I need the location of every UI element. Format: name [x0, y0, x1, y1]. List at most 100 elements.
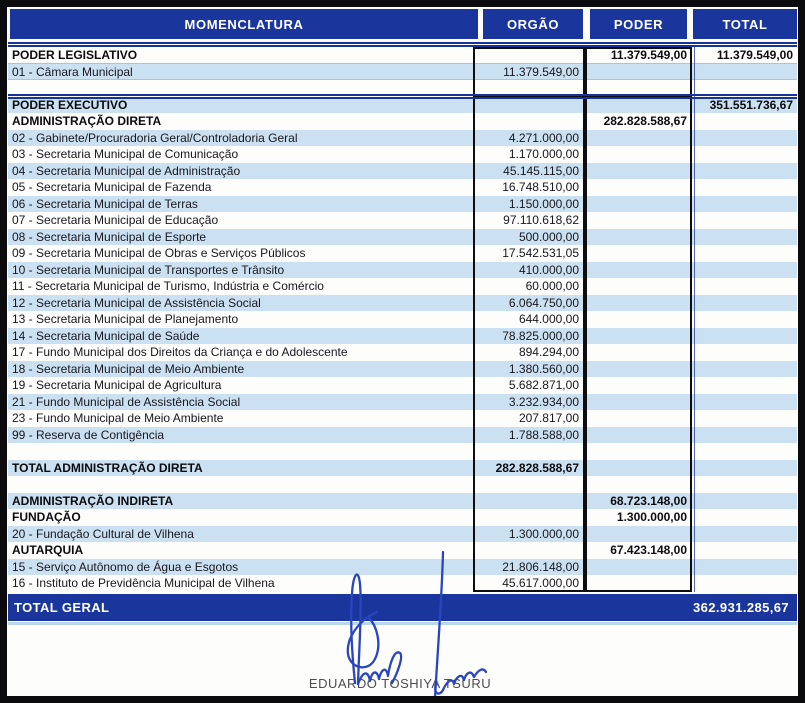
cell-poder — [585, 427, 692, 444]
cell-poder — [585, 559, 692, 576]
row-label: 03 - Secretaria Municipal de Comunicação — [12, 147, 239, 161]
cell-poder — [585, 361, 692, 378]
cell-total — [692, 542, 797, 559]
row-label: 09 - Secretaria Municipal de Obras e Ser… — [12, 246, 306, 260]
row-label: 14 - Secretaria Municipal de Saúde — [12, 328, 200, 343]
row-label: 20 - Fundação Cultural de Vilhena — [12, 526, 194, 541]
total-column-border-line — [694, 47, 695, 592]
cell-total — [692, 476, 797, 493]
cell-total — [692, 575, 797, 592]
cell-orgao: 207.817,00 — [518, 411, 579, 425]
cell-total — [692, 229, 797, 246]
cell-total — [692, 311, 797, 328]
column-header-total: TOTAL — [693, 9, 797, 39]
cell-total — [692, 212, 797, 229]
cell-poder: 11.379.549,00 — [610, 48, 687, 62]
row-label: 18 - Secretaria Municipal de Meio Ambien… — [12, 361, 245, 376]
table-row: 17 - Fundo Municipal dos Direitos da Cri… — [8, 344, 797, 361]
cell-orgao: 16.748.510,00 — [502, 180, 579, 194]
table-row: 14 - Secretaria Municipal de Saúde 78.825… — [8, 327, 797, 345]
row-label: 16 - Instituto de Previdência Municipal … — [12, 576, 275, 590]
total-geral-label: TOTAL GERAL — [14, 600, 110, 615]
row-label: 23 - Fundo Municipal de Meio Ambiente — [12, 411, 224, 425]
table-row: TOTAL ADMINISTRAÇÃO DIRETA 282.828.588,67 — [8, 459, 797, 477]
header-divider-line — [8, 42, 797, 47]
cell-orgao: 282.828.588,67 — [495, 460, 579, 475]
table-row: 08 - Secretaria Municipal de Esporte 500.… — [8, 228, 797, 246]
table-row: 09 - Secretaria Municipal de Obras e Ser… — [8, 245, 797, 262]
cell-poder — [585, 295, 692, 312]
cell-total — [692, 278, 797, 295]
cell-poder — [585, 377, 692, 394]
cell-poder — [585, 476, 692, 493]
table-row: 02 - Gabinete/Procuradoria Geral/Control… — [8, 129, 797, 146]
row-label: 06 - Secretaria Municipal de Terras — [12, 196, 198, 211]
cell-poder — [585, 212, 692, 229]
table-row: 21 - Fundo Municipal de Assistência Soci… — [8, 393, 797, 411]
cell-orgao — [473, 509, 585, 526]
table-row: 01 - Câmara Municipal 11.379.549,00 — [8, 63, 797, 80]
cell-poder — [585, 163, 692, 180]
table-row-blank — [8, 443, 797, 460]
cell-orgao: 6.064.750,00 — [508, 295, 579, 310]
cell-poder — [585, 146, 692, 163]
row-label: 10 - Secretaria Municipal de Transportes… — [12, 262, 285, 277]
cell-poder — [585, 179, 692, 196]
row-label — [8, 476, 473, 493]
table-row: 13 - Secretaria Municipal de Planejament… — [8, 311, 797, 328]
table-row: 19 - Secretaria Municipal de Agricultura… — [8, 377, 797, 394]
table-row: 11 - Secretaria Municipal de Turismo, In… — [8, 278, 797, 295]
row-label: PODER LEGISLATIVO — [12, 48, 138, 62]
table-row: 04 - Secretaria Municipal de Administraç… — [8, 162, 797, 180]
row-label: 12 - Secretaria Municipal de Assistência… — [12, 295, 261, 310]
cell-poder — [585, 526, 692, 543]
cell-poder — [585, 460, 692, 477]
row-label: 04 - Secretaria Municipal de Administraç… — [12, 163, 241, 178]
cell-poder — [585, 328, 692, 345]
cell-orgao — [473, 113, 585, 130]
cell-orgao: 17.542.531,05 — [502, 246, 579, 260]
cell-orgao: 1.170.000,00 — [508, 147, 579, 161]
cell-total — [692, 113, 797, 130]
row-label: ADMINISTRAÇÃO INDIRETA — [12, 493, 174, 508]
row-label: 21 - Fundo Municipal de Assistência Soci… — [12, 394, 241, 409]
table-row: 06 - Secretaria Municipal de Terras 1.150… — [8, 195, 797, 212]
row-label — [8, 443, 473, 460]
table-row: 18 - Secretaria Municipal de Meio Ambien… — [8, 360, 797, 378]
cell-orgao: 1.150.000,00 — [508, 196, 579, 211]
row-label: 99 - Reserva de Contigência — [12, 427, 165, 442]
signatory-name: EDUARDO TOSHIYA TSURU — [308, 676, 492, 691]
row-label: 01 - Câmara Municipal — [12, 64, 133, 79]
cell-orgao: 21.806.148,00 — [502, 559, 579, 574]
row-label: PODER EXECUTIVO — [12, 97, 128, 112]
cell-orgao: 11.379.549,00 — [503, 64, 579, 79]
column-header-orgao: ORGÃO — [483, 9, 583, 39]
total-geral-bar: TOTAL GERAL 362.931.285,67 — [8, 594, 797, 621]
table-row: PODER LEGISLATIVO 11.379.549,00 11.379.549… — [8, 47, 797, 64]
row-label: 19 - Secretaria Municipal de Agricultura — [12, 378, 222, 392]
table-row: 05 - Secretaria Municipal de Fazenda 16.7… — [8, 179, 797, 196]
row-label: 02 - Gabinete/Procuradoria Geral/Control… — [12, 130, 298, 145]
cell-total — [692, 493, 797, 510]
cell-poder — [585, 262, 692, 279]
cell-poder — [585, 575, 692, 592]
row-label: FUNDAÇÃO — [12, 510, 81, 524]
cell-orgao: 4.271.000,00 — [508, 130, 579, 145]
table-row: 20 - Fundação Cultural de Vilhena 1.300.0… — [8, 525, 797, 543]
cell-poder — [585, 394, 692, 411]
cell-total — [692, 361, 797, 378]
table-row: 99 - Reserva de Contigência 1.788.588,00 — [8, 426, 797, 444]
table-row: 07 - Secretaria Municipal de Educação 97.… — [8, 212, 797, 229]
cell-poder — [585, 229, 692, 246]
cell-orgao: 60.000,00 — [525, 279, 579, 293]
row-label: AUTARQUIA — [12, 543, 84, 557]
table-row: ADMINISTRAÇÃO INDIRETA 68.723.148,00 — [8, 492, 797, 510]
cell-orgao: 894.294,00 — [518, 345, 579, 359]
row-label: 11 - Secretaria Municipal de Turismo, In… — [12, 279, 324, 293]
cell-total — [692, 179, 797, 196]
cell-poder: 67.423.148,00 — [610, 543, 687, 557]
table-row: 03 - Secretaria Municipal de Comunicação… — [8, 146, 797, 163]
cell-orgao: 5.682.871,00 — [508, 378, 579, 392]
cell-poder — [585, 311, 692, 328]
